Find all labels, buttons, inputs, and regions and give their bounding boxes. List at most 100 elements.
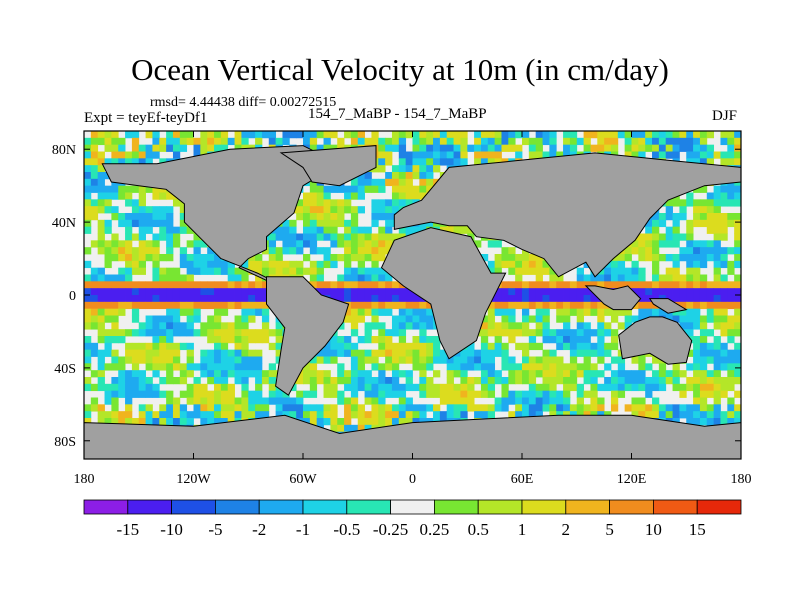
experiment-label: Expt = teyEf-teyDf1 [84,110,208,126]
field-cell [597,383,605,392]
field-cell [631,356,639,364]
field-cell [412,165,420,173]
field-cell [330,404,338,412]
field-cell [638,131,646,139]
field-cell [542,356,550,364]
field-cell [193,247,201,255]
field-cell [693,336,701,344]
field-cell [97,308,105,316]
field-cell [412,336,420,344]
field-cell [597,137,605,146]
field-cell [474,137,482,146]
field-cell [405,315,413,323]
field-cell [501,254,509,262]
field-cell [282,226,290,234]
field-cell [159,349,167,357]
field-cell [186,254,194,262]
field-cell [569,356,578,364]
field-cell [97,158,105,166]
field-cell [207,363,215,371]
field-cell [535,370,543,378]
field-cell [186,288,194,296]
field-cell [713,301,721,310]
field-cell [624,308,632,316]
field-cell [508,370,516,378]
field-cell [111,144,119,152]
field-cell [638,254,646,262]
field-cell [248,329,256,337]
field-cell [84,288,92,296]
field-cell [549,356,557,364]
field-cell [474,377,482,385]
field-cell [330,240,338,248]
field-cell [426,131,434,139]
field-cell [590,363,598,371]
field-cell [412,295,420,303]
field-cell [166,377,174,385]
field-cell [193,308,201,316]
field-cell [90,383,99,392]
field-cell [316,356,324,364]
field-cell [200,363,208,371]
field-cell [138,418,146,426]
field-cell [638,233,646,241]
field-cell [720,274,728,282]
field-cell [624,281,632,289]
field-cell [84,213,92,221]
field-cell [275,233,283,241]
field-cell [693,274,701,282]
field-cell [439,397,448,405]
field-cell [480,137,489,146]
field-cell [172,349,181,357]
field-cell [515,131,523,139]
field-cell [706,390,715,398]
field-cell [638,144,646,152]
field-cell [255,260,263,269]
field-cell [508,254,516,262]
field-cell [323,226,331,234]
field-cell [193,288,201,296]
landmass-shape [393,152,741,278]
field-cell [501,377,509,385]
field-cell [330,144,338,152]
field-cell [364,336,372,344]
field-cell [97,418,105,426]
field-cell [357,226,365,234]
field-cell [248,288,256,296]
field-cell [638,288,646,296]
field-cell [453,151,461,159]
field-cell [138,206,146,214]
field-cell [713,336,721,344]
field-cell [186,315,194,323]
field-cell [713,342,721,351]
field-cell [227,288,235,296]
field-cell [706,370,715,378]
field-cell [727,247,735,255]
field-cell [104,363,112,371]
field-cell [624,404,632,412]
field-cell [131,288,140,296]
field-cell [576,390,584,398]
field-cell [344,315,352,323]
field-cell [501,363,509,371]
field-cell [522,295,530,303]
field-cell [658,363,667,371]
field-cell [706,213,715,221]
field-cell [665,267,673,275]
field-cell [699,370,708,378]
field-cell [193,144,201,152]
field-cell [309,274,318,282]
field-cell [84,411,92,419]
field-cell [323,199,331,207]
field-cell [261,397,270,405]
field-cell [357,404,365,412]
field-cell [159,233,167,241]
field-cell [337,288,345,296]
field-cell [645,137,653,146]
field-cell [364,137,372,146]
field-cell [296,397,304,405]
field-cell [296,411,304,419]
field-cell [686,308,694,316]
field-cell [344,424,352,433]
field-cell [104,288,112,296]
